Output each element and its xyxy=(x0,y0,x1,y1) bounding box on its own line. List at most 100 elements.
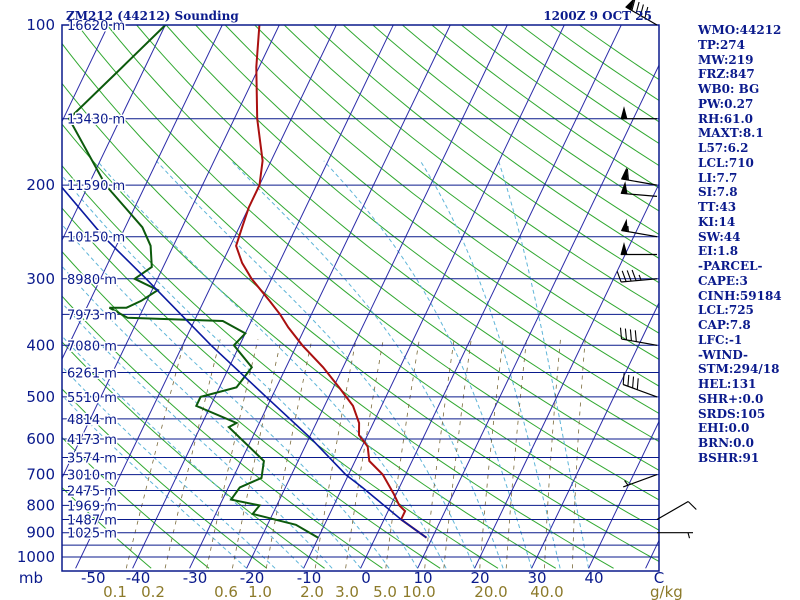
dry-adiabat xyxy=(254,25,659,334)
height-label: 11590 m xyxy=(67,179,125,194)
wind-barbs xyxy=(616,0,697,539)
isotherm xyxy=(360,25,622,569)
dry-adiabat xyxy=(135,25,659,443)
temperature-tick-label: -40 xyxy=(126,569,151,587)
wind-barb xyxy=(657,532,693,539)
isotherm xyxy=(62,25,166,242)
height-label: 13430 m xyxy=(67,113,125,128)
mixing-ratio-label: 0.1 xyxy=(103,583,127,600)
pressure-tick-label: 300 xyxy=(26,270,55,288)
mixing-ratio-line xyxy=(125,339,186,569)
index-item: TP:274 xyxy=(698,37,746,52)
temperature-tick-label: -30 xyxy=(183,569,208,587)
mixing-ratio-label: 2.0 xyxy=(300,583,324,600)
index-item: LI:7.7 xyxy=(698,170,738,185)
moist-adiabat xyxy=(155,160,476,569)
moist-adiabat xyxy=(62,265,361,569)
pressure-tick-label: 200 xyxy=(26,176,55,194)
dry-adiabat xyxy=(224,25,659,360)
dry-adiabat xyxy=(519,25,659,123)
index-item: EI:1.8 xyxy=(698,244,739,259)
height-label: 7080 m xyxy=(67,339,117,354)
pressure-tick-label: 100 xyxy=(26,16,55,34)
wind-barb xyxy=(625,0,658,26)
dry-adiabat xyxy=(62,42,659,531)
index-item: TT:43 xyxy=(698,200,737,214)
wind-barb xyxy=(620,241,657,256)
mixing-ratio-label: 10.0 xyxy=(402,583,435,600)
dry-adiabat xyxy=(165,25,659,415)
index-item: RH:61.0 xyxy=(698,111,753,126)
index-item: -WIND- xyxy=(698,347,748,362)
wind-barb xyxy=(656,500,697,521)
temperature-tick-label: 20 xyxy=(470,569,489,587)
index-item: LFC:-1 xyxy=(698,332,743,347)
dry-adiabat xyxy=(372,25,659,236)
isotherm xyxy=(62,25,109,123)
height-label: 8980 m xyxy=(67,273,117,288)
dry-adiabat xyxy=(62,436,210,569)
index-item: MAXT:8.1 xyxy=(698,126,764,141)
index-item: KI:14 xyxy=(698,214,736,229)
index-item: PW:0.27 xyxy=(698,96,754,111)
dry-adiabat xyxy=(62,207,499,569)
dry-adiabat xyxy=(313,25,659,284)
isotherm xyxy=(417,64,659,569)
pressure-unit-label: mb xyxy=(19,569,43,587)
pressure-tick-label: 500 xyxy=(26,388,55,406)
dry-adiabat xyxy=(62,164,557,569)
mixing-ratio-line xyxy=(572,339,586,569)
isotherm xyxy=(62,25,280,480)
dry-adiabat xyxy=(490,25,659,145)
height-label: 4173 m xyxy=(67,433,117,448)
temperature-tick-label: 10 xyxy=(413,569,432,587)
isotherm xyxy=(588,420,659,569)
index-item: SHR+:0.0 xyxy=(698,391,764,406)
moist-adiabat xyxy=(323,160,533,569)
index-item: SW:44 xyxy=(698,229,741,244)
index-item: EHI:0.0 xyxy=(698,421,750,436)
index-item: BRN:0.0 xyxy=(698,436,754,450)
pressure-tick-label: 400 xyxy=(26,336,55,354)
isotherm xyxy=(0,13,57,568)
dry-adiabat xyxy=(194,25,659,387)
index-item: BSHR:91 xyxy=(698,450,760,465)
valid-time: 1200Z 9 OCT 25 xyxy=(543,9,652,23)
temperature-tick-label: 0 xyxy=(361,569,371,587)
pressure-tick-label: 800 xyxy=(26,496,55,514)
pressure-tick-label: 600 xyxy=(26,430,55,448)
parcel-trace xyxy=(62,186,427,539)
index-item: LCL:710 xyxy=(698,155,754,170)
height-label: 2475 m xyxy=(67,485,117,500)
index-item: LCL:725 xyxy=(698,303,754,318)
isotherm xyxy=(62,25,223,361)
mixing-ratio-line xyxy=(443,339,472,569)
moist-adiabat xyxy=(419,160,561,569)
temperature-tick-label: 30 xyxy=(527,569,546,587)
mixing-ratio-unit-label: g/kg xyxy=(650,583,683,600)
wind-barb xyxy=(620,167,658,186)
dry-adiabat xyxy=(342,25,659,259)
wind-barb xyxy=(622,474,658,488)
index-item: CAP:7.8 xyxy=(698,318,751,332)
isotherm xyxy=(132,25,394,569)
sounding-traces xyxy=(62,25,428,539)
index-item: SRDS:105 xyxy=(698,406,766,421)
height-label: 6261 m xyxy=(67,367,117,382)
index-item: FRZ:847 xyxy=(698,67,755,82)
moist-adiabat xyxy=(62,223,390,569)
wind-barb xyxy=(616,269,658,283)
index-item: CINH:59184 xyxy=(698,288,782,303)
pressure-tick-label: 700 xyxy=(26,466,55,484)
isotherm xyxy=(246,25,508,569)
index-item: -PARCEL- xyxy=(698,259,763,273)
height-label: 3574 m xyxy=(67,452,117,467)
index-item: CAPE:3 xyxy=(698,273,748,288)
temperature-tick-label: -20 xyxy=(240,569,265,587)
height-label: 10150 m xyxy=(67,231,125,246)
isotherm xyxy=(189,25,451,569)
moist-adiabat xyxy=(62,365,276,569)
temperature-tick-label: 40 xyxy=(584,569,603,587)
